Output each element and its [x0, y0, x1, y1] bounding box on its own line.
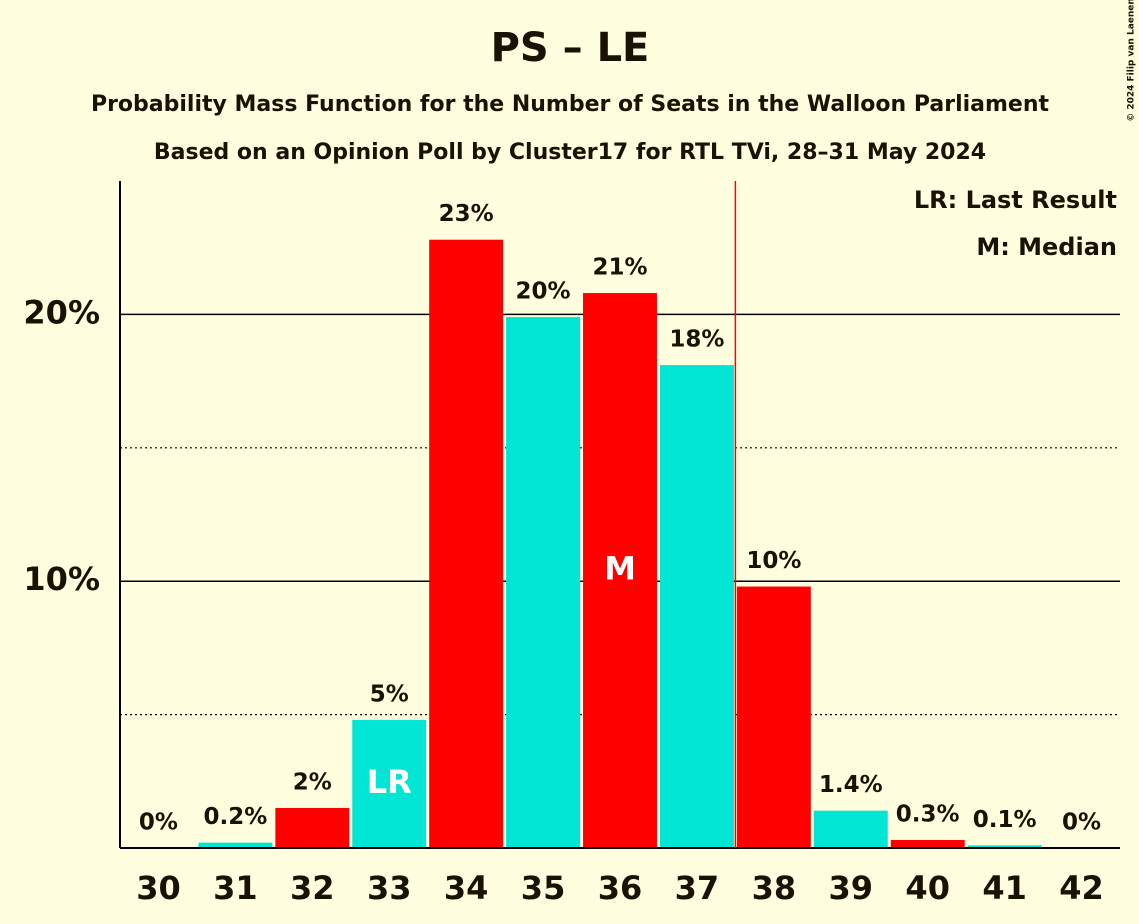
bar: [967, 845, 1042, 848]
legend-entry: LR: Last Result: [914, 186, 1117, 214]
bar: [583, 293, 657, 848]
bar: [429, 239, 504, 849]
chart-title: PS – LE: [491, 25, 650, 71]
x-tick-label: 41: [982, 869, 1027, 907]
x-tick-label: 42: [1059, 869, 1104, 907]
x-tick-label: 37: [675, 869, 720, 907]
value-label: 2%: [293, 769, 332, 795]
bar-marker: M: [604, 550, 636, 588]
x-tick-label: 36: [598, 869, 643, 907]
bar: [198, 842, 273, 848]
value-label: 0.2%: [203, 804, 267, 830]
x-tick-label: 31: [213, 869, 258, 907]
bar: [813, 810, 888, 848]
chart-subtitle: Based on an Opinion Poll by Cluster17 fo…: [154, 140, 986, 165]
value-label: 10%: [746, 548, 801, 574]
value-label: 18%: [669, 327, 724, 353]
bar: [506, 317, 581, 848]
value-label: 5%: [370, 681, 409, 707]
x-tick-label: 33: [367, 869, 412, 907]
value-label: 0.3%: [896, 801, 960, 827]
y-tick-label: 20%: [23, 293, 100, 331]
bar: [736, 586, 811, 848]
copyright: © 2024 Filip van Laenen: [1127, 0, 1137, 122]
value-label: 20%: [516, 279, 571, 305]
bar: [352, 719, 427, 848]
x-tick-label: 40: [905, 869, 950, 907]
chart-subtitle: Probability Mass Function for the Number…: [91, 92, 1050, 117]
x-tick-label: 35: [521, 869, 566, 907]
y-tick-label: 10%: [23, 560, 100, 598]
value-label: 0%: [139, 810, 178, 836]
x-tick-label: 38: [752, 869, 797, 907]
bar: [890, 839, 965, 848]
value-label: 1.4%: [819, 772, 883, 798]
value-label: 23%: [439, 201, 494, 227]
value-label: 0.1%: [973, 807, 1037, 833]
value-label: 0%: [1062, 810, 1101, 836]
value-label: 21%: [592, 255, 647, 281]
x-tick-label: 39: [829, 869, 874, 907]
x-tick-label: 34: [444, 869, 489, 907]
x-tick-label: 32: [290, 869, 335, 907]
x-tick-label: 30: [136, 869, 181, 907]
bar: [275, 807, 350, 848]
bar-marker: LR: [367, 763, 412, 801]
bar: [659, 365, 734, 848]
legend-entry: M: Median: [976, 233, 1117, 261]
